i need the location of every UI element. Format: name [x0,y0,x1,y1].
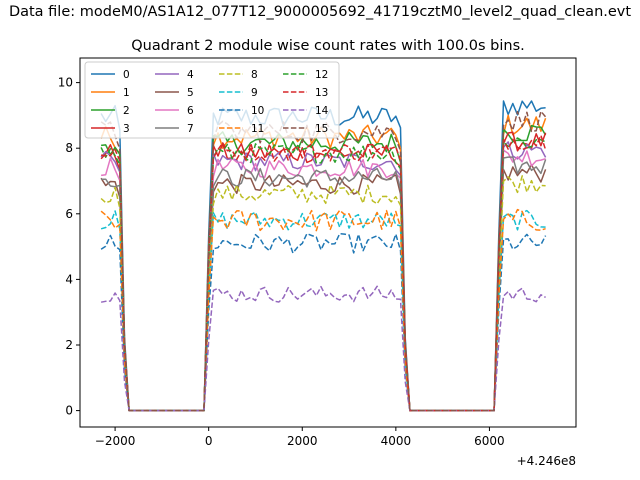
legend-label-6: 6 [187,105,194,117]
y-tick-label: 2 [65,338,73,352]
legend-label-7: 7 [187,123,194,135]
series-layer [100,100,547,412]
series-line-11 [100,208,546,412]
series-line-0 [100,100,546,412]
x-tick-label: 6000 [474,434,505,448]
legend-label-3: 3 [123,123,130,135]
series-line-4 [100,141,547,412]
y-tick-label: 4 [65,272,73,286]
series-line-7 [101,156,547,412]
legend-label-10: 10 [251,105,264,117]
y-tick-label: 6 [65,207,73,221]
legend-label-5: 5 [187,87,194,99]
legend-label-4: 4 [187,69,194,81]
series-line-10 [100,232,547,412]
legend-label-15: 15 [315,123,328,135]
series-line-5 [100,164,547,412]
legend-frame [84,61,340,139]
legend-label-8: 8 [251,69,258,81]
x-tick-label: 4000 [381,434,412,448]
x-tick-label: 0 [205,434,213,448]
y-tick-label: 0 [65,404,73,418]
chart-title: Quadrant 2 module wise count rates with … [131,38,525,54]
legend-label-11: 11 [251,123,264,135]
series-line-12 [100,137,546,412]
legend-label-0: 0 [123,69,130,81]
series-line-3 [100,131,547,412]
y-tick-label: 8 [65,141,73,155]
axes-frame [79,57,577,428]
y-tick-label: 10 [58,76,73,90]
y-axis: 0 2 4 6 8 10 [58,76,80,418]
x-axis-offset-label: +4.246e8 [517,454,576,468]
series-line-14 [100,285,546,412]
legend-label-13: 13 [315,87,328,99]
x-tick-label: −2000 [95,434,136,448]
figure-suptitle: Data file: modeM0/AS1A12_077T12_90000056… [9,4,631,20]
series-line-9 [100,209,546,412]
x-axis: −2000 0 2000 4000 6000 [95,427,505,448]
legend-label-2: 2 [123,105,130,117]
series-line-13 [100,134,547,412]
series-line-15 [100,110,547,412]
series-line-8 [100,175,546,412]
legend-label-14: 14 [315,105,329,117]
legend-label-9: 9 [251,87,258,99]
series-line-2 [101,124,547,412]
x-tick-label: 2000 [287,434,318,448]
legend-label-1: 1 [123,87,130,99]
legend-label-12: 12 [315,69,328,81]
